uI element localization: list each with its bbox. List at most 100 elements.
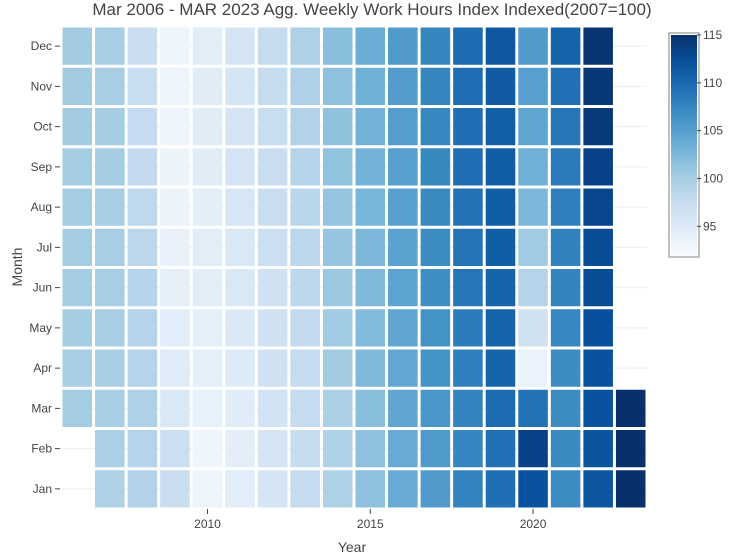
colorbar: 95 100 105 110 115 [668,28,723,258]
heatmap-cell [95,430,125,468]
heatmap-cell [95,309,125,347]
heatmap-cell [355,228,386,266]
x-axis-ticks: 2010 2015 2020 [194,509,547,531]
heatmap-cell [225,188,255,226]
heatmap-cell [62,269,93,307]
heatmap-cell [615,430,646,468]
heatmap-cell [453,430,483,468]
heatmap-cell [127,430,158,468]
heatmap-cell [550,309,581,347]
heatmap-cell [518,148,548,186]
heatmap-cell [160,470,190,508]
heatmap-cell [127,27,158,65]
heatmap-cell [127,389,158,427]
heatmap-cell [388,108,418,146]
heatmap-cell [160,309,190,347]
colorbar-tick-label: 100 [703,171,723,185]
heatmap-cell [290,430,320,468]
heatmap-cell [160,27,190,65]
heatmap-cell [355,269,386,307]
heatmap-cell [322,228,353,266]
heatmap-cell [95,349,125,387]
heatmap-cell [322,27,353,65]
y-tick-label: Nov [31,79,52,93]
heatmap-cell [192,309,223,347]
heatmap-cell [485,430,516,468]
heatmap-cell [355,470,386,508]
y-tick-label: Mar [31,401,52,415]
heatmap-cell [518,27,548,65]
heatmap-cell [355,188,386,226]
heatmap-cell [550,67,581,105]
heatmap-cell [388,67,418,105]
heatmap-cell [583,228,613,266]
heatmap-cell [388,228,418,266]
heatmap-cell [355,349,386,387]
heatmap-cell [550,27,581,65]
heatmap-cell [388,349,418,387]
heatmap-cell [453,108,483,146]
heatmap-cell [322,67,353,105]
heatmap-cell [518,470,548,508]
heatmap-cell [290,188,320,226]
heatmap-cell [518,269,548,307]
heatmap-cell [485,309,516,347]
heatmap-cell [550,188,581,226]
heatmap-cell [192,27,223,65]
heatmap-cell [257,108,288,146]
heatmap-cell [257,309,288,347]
x-tick-label: 2020 [520,517,547,531]
heatmap-cell [62,108,93,146]
heatmap-cell [62,228,93,266]
heatmap-cell [95,188,125,226]
heatmap-cell [453,148,483,186]
y-tick-label: Jun [33,281,52,295]
heatmap-cell [485,108,516,146]
heatmap-cell [453,228,483,266]
heatmap-cell [62,188,93,226]
chart-title: Mar 2006 - MAR 2023 Agg. Weekly Work Hou… [92,0,651,19]
heatmap-cell [550,470,581,508]
heatmap-cell [453,309,483,347]
heatmap-cell [583,430,613,468]
heatmap-cell [453,188,483,226]
colorbar-gradient [671,35,697,255]
heatmap-cell [355,430,386,468]
y-axis-ticks: Jan Feb Mar Apr May Jun Jul Aug Sep Oct Nov Dec [29,39,60,496]
heatmap-cell [550,148,581,186]
heatmap-cell [355,67,386,105]
colorbar-tick-label: 115 [703,28,722,42]
heatmap-cell [615,470,646,508]
heatmap-cell [485,470,516,508]
heatmap-cell [583,349,613,387]
heatmap-cell [355,27,386,65]
heatmap-cell [518,228,548,266]
heatmap-cell [485,67,516,105]
heatmap-cell [290,228,320,266]
heatmap-cell [62,148,93,186]
heatmap-cell [518,108,548,146]
heatmap-cell [583,27,613,65]
heatmap-cell [485,269,516,307]
heatmap-cell [322,389,353,427]
heatmap-cell [355,148,386,186]
heatmap-cell [388,430,418,468]
heatmap-cell [160,349,190,387]
heatmap-cell [192,470,223,508]
heatmap-cell [257,228,288,266]
gridlines [61,45,647,490]
heatmap-cell [388,269,418,307]
heatmap-cell [225,269,255,307]
y-tick-label: Oct [33,120,52,134]
heatmap-cell [355,309,386,347]
heatmap-cell [420,108,451,146]
heatmap-cell [550,228,581,266]
heatmap-cell [192,228,223,266]
heatmap-cell [160,389,190,427]
heatmap-cell [192,389,223,427]
heatmap-cell [322,108,353,146]
heatmap-cell [420,228,451,266]
heatmap-cell [485,228,516,266]
heatmap-cell [388,27,418,65]
heatmap-cell [518,389,548,427]
